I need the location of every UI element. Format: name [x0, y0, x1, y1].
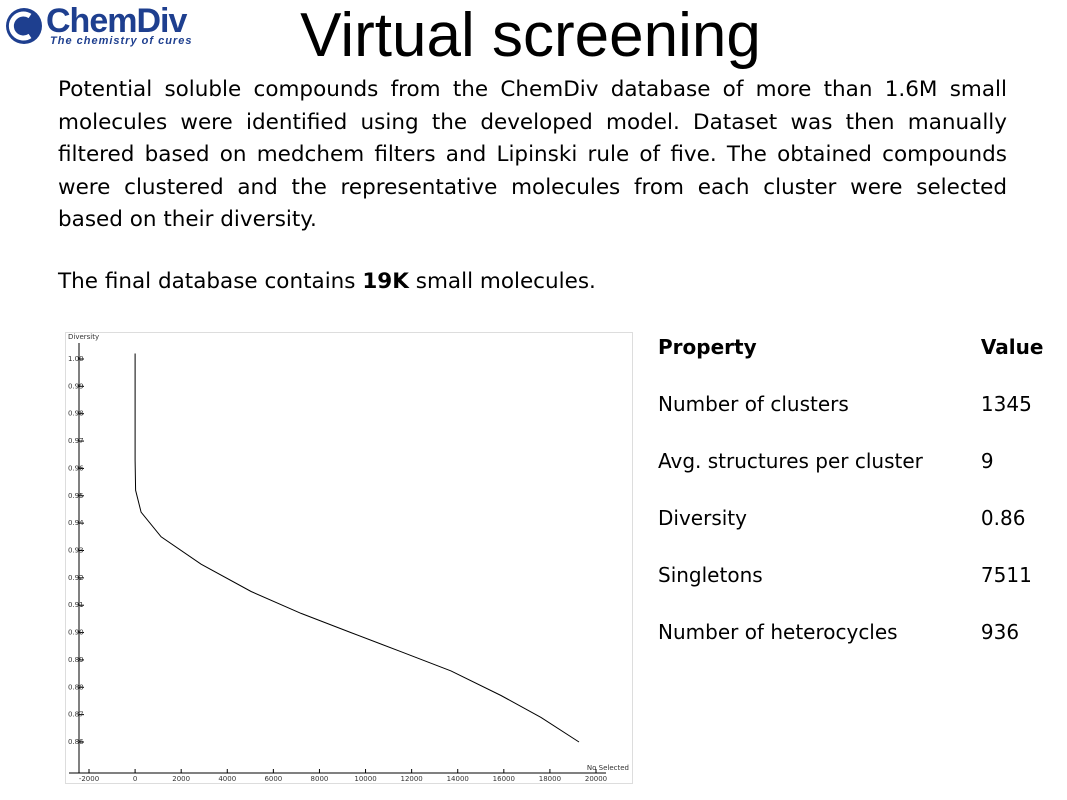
y-tick-label: 0.87 — [68, 711, 84, 719]
x-tick-label: 6000 — [264, 775, 282, 783]
x-tick-label: -2000 — [79, 775, 99, 783]
y-tick-label: 0.96 — [68, 464, 84, 472]
row: Diversity 0.86 — [650, 506, 1051, 563]
x-tick-label: 20000 — [585, 775, 607, 783]
cell: 1345 — [980, 392, 1032, 416]
y-tick-label: 0.91 — [68, 601, 84, 609]
text: The final database contains — [58, 269, 356, 294]
cell: 936 — [980, 620, 1020, 644]
title: Virtual screening — [300, 1, 761, 70]
x-axis-label: No Selected — [587, 764, 629, 772]
row: Singletons 7511 — [650, 563, 1051, 620]
y-tick-label: 0.99 — [68, 382, 84, 390]
row: Number of heterocycles 936 — [650, 620, 1051, 677]
y-tick-label: 0.97 — [68, 437, 84, 445]
x-tick-label: 8000 — [311, 775, 329, 783]
row: Avg. structures per cluster 9 — [650, 449, 1051, 506]
x-tick-label: 0 — [133, 775, 137, 783]
y-tick-label: 0.89 — [68, 656, 84, 664]
cell: Number of clusters — [658, 392, 849, 416]
cell: Singletons — [658, 563, 763, 587]
cell: Number of heterocycles — [658, 620, 898, 644]
final-line: The final database contains 19K small mo… — [58, 269, 596, 294]
text: small molecules. — [415, 269, 596, 294]
y-tick-label: 0.90 — [68, 629, 84, 637]
x-tick-label: 16000 — [493, 775, 515, 783]
y-axis-label: Diversity — [68, 333, 99, 341]
logo-tagline: The chemistry of cures — [50, 35, 193, 47]
logo-name: ChemDiv — [46, 2, 187, 40]
data-line — [134, 353, 580, 743]
y-tick-label: 0.98 — [68, 410, 84, 418]
cell: 9 — [980, 449, 994, 473]
x-tick-label: 12000 — [400, 775, 422, 783]
x-tick-label: 4000 — [218, 775, 236, 783]
x-tick-label: 18000 — [539, 775, 561, 783]
y-tick-label: 0.86 — [68, 738, 84, 746]
header-cell: Property — [658, 335, 757, 359]
x-tick-label: 10000 — [354, 775, 376, 783]
x-tick-label: 2000 — [172, 775, 190, 783]
cell: Diversity — [658, 506, 747, 530]
chart: Diversity No Selected 0.86 0.87 0.88 0.89 0.… — [65, 332, 633, 784]
y-tick-label: 0.88 — [68, 683, 84, 691]
y-tick-label: 1.00 — [68, 355, 84, 363]
y-tick-label: 0.94 — [68, 519, 84, 527]
paragraph: Potential soluble compounds from the Che… — [58, 77, 1007, 232]
y-tick-label: 0.93 — [68, 547, 84, 555]
y-tick-label: 0.92 — [68, 574, 84, 582]
cell: 0.86 — [980, 506, 1026, 530]
header-cell: Value — [980, 335, 1044, 359]
x-tick-label: 14000 — [447, 775, 469, 783]
cell: Avg. structures per cluster — [658, 449, 923, 473]
y-tick-label: 0.95 — [68, 492, 84, 500]
header-row: Property Value — [650, 335, 1051, 392]
logo-icon — [6, 8, 42, 44]
logo: ChemDiv The chemistry of cures — [4, 2, 214, 52]
bold-text: 19K — [362, 269, 409, 294]
row: Number of clusters 1345 — [650, 392, 1051, 449]
table: Property Value Number of clusters 1345 Avg.… — [650, 335, 1051, 677]
cell: 7511 — [980, 563, 1032, 587]
